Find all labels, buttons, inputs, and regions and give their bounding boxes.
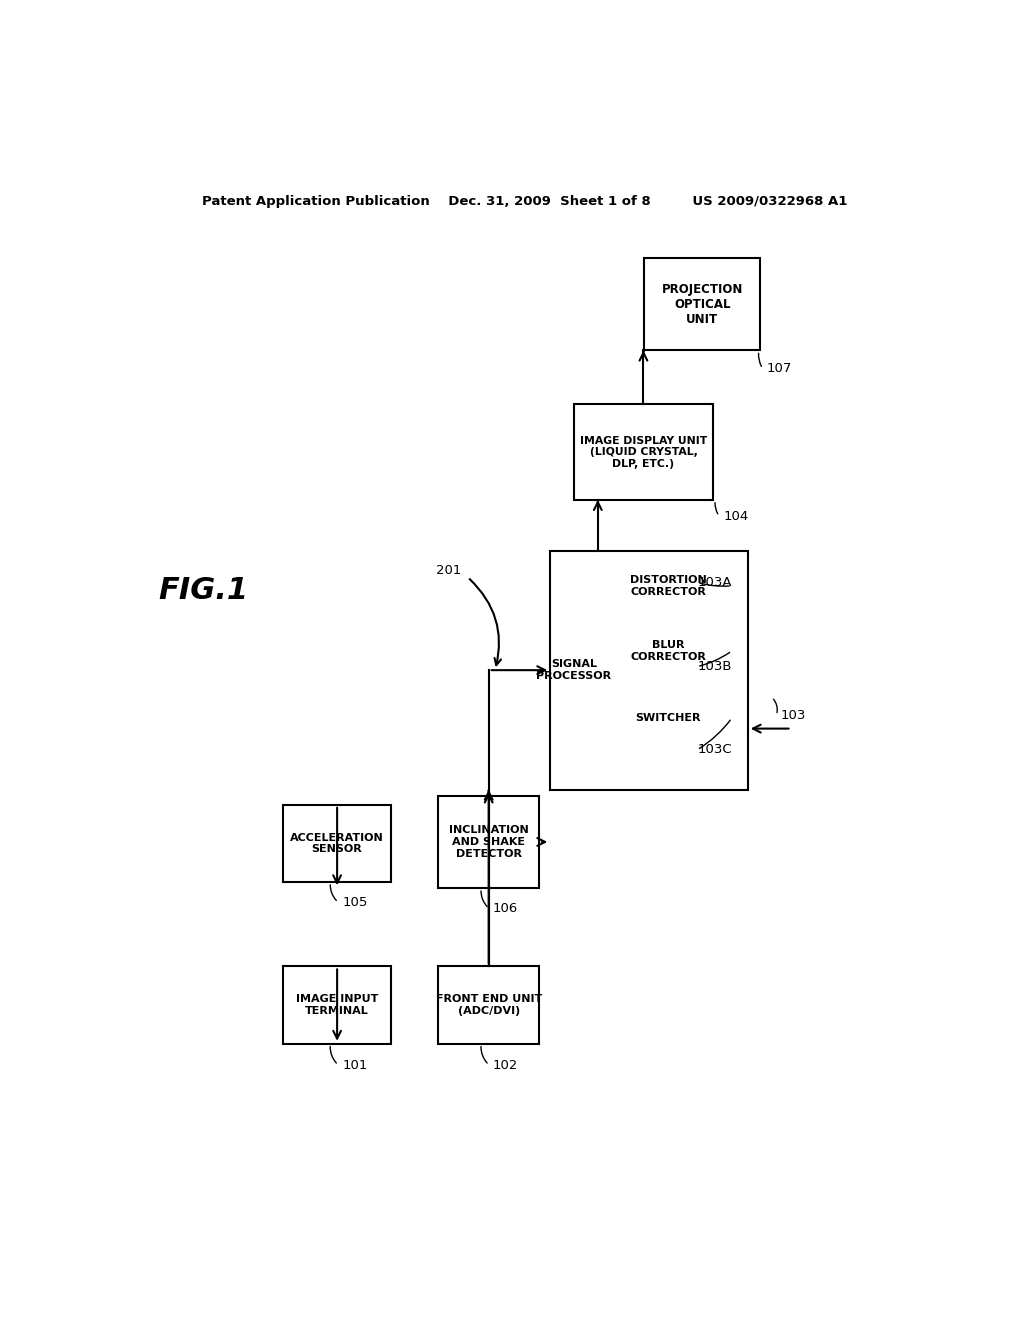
Bar xyxy=(438,796,539,888)
Text: FRONT END UNIT
(ADC/DVI): FRONT END UNIT (ADC/DVI) xyxy=(435,994,542,1016)
Text: Patent Application Publication    Dec. 31, 2009  Sheet 1 of 8         US 2009/03: Patent Application Publication Dec. 31, … xyxy=(202,194,848,207)
Bar xyxy=(644,257,761,351)
Text: 103B: 103B xyxy=(697,660,732,673)
Text: FIG.1: FIG.1 xyxy=(159,576,249,605)
Text: BLUR
CORRECTOR: BLUR CORRECTOR xyxy=(631,640,707,661)
Bar xyxy=(605,558,732,612)
Text: DISTORTION
CORRECTOR: DISTORTION CORRECTOR xyxy=(630,576,707,597)
Bar xyxy=(283,966,391,1044)
Text: 103A: 103A xyxy=(697,576,732,589)
Text: 103: 103 xyxy=(780,709,806,722)
Text: 201: 201 xyxy=(436,564,461,577)
Text: 101: 101 xyxy=(342,1059,368,1072)
Text: IMAGE INPUT
TERMINAL: IMAGE INPUT TERMINAL xyxy=(296,994,378,1016)
Text: PROJECTION
OPTICAL
UNIT: PROJECTION OPTICAL UNIT xyxy=(662,282,742,326)
Text: 105: 105 xyxy=(342,896,368,909)
Text: 103C: 103C xyxy=(697,743,732,756)
Text: 106: 106 xyxy=(494,902,518,915)
Bar xyxy=(438,966,539,1044)
Text: ACCELERATION
SENSOR: ACCELERATION SENSOR xyxy=(290,833,384,854)
Text: SIGNAL
PROCESSOR: SIGNAL PROCESSOR xyxy=(537,660,611,681)
Text: 104: 104 xyxy=(723,510,749,523)
Text: SWITCHER: SWITCHER xyxy=(636,713,701,723)
Bar xyxy=(605,624,732,677)
Bar xyxy=(283,805,391,882)
Bar xyxy=(574,404,713,500)
Text: IMAGE DISPLAY UNIT
(LIQUID CRYSTAL,
DLP, ETC.): IMAGE DISPLAY UNIT (LIQUID CRYSTAL, DLP,… xyxy=(580,436,707,469)
Bar xyxy=(605,690,732,744)
Text: INCLINATION
AND SHAKE
DETECTOR: INCLINATION AND SHAKE DETECTOR xyxy=(449,825,528,858)
Text: 102: 102 xyxy=(494,1059,518,1072)
Text: 107: 107 xyxy=(767,362,793,375)
Bar xyxy=(550,550,748,789)
